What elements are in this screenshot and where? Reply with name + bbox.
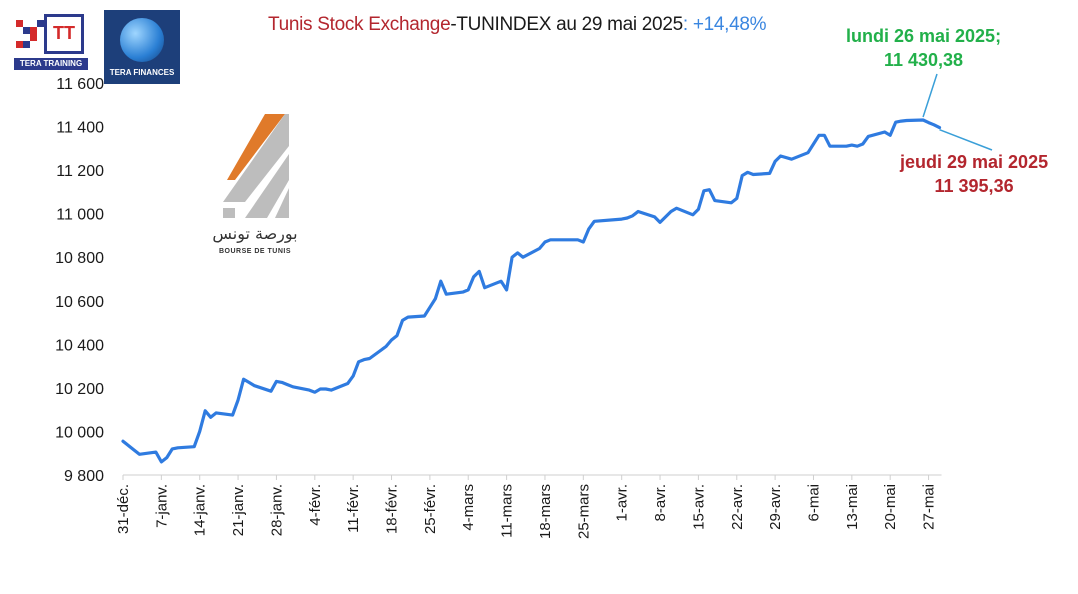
y-tick-label: 11 200 (56, 163, 104, 180)
tt-badge: TT (44, 14, 84, 54)
x-tick-label: 8-avr. (652, 484, 669, 522)
checker-x-icon (16, 20, 44, 48)
tunindex-series-line (121, 118, 942, 464)
y-tick-label: 10 800 (55, 250, 104, 267)
x-tick-label: 7-janv. (153, 484, 170, 528)
y-tick-label: 10 200 (55, 381, 104, 398)
x-tick-label: 6-mai (805, 484, 822, 522)
x-tick-label: 18-mars (537, 484, 554, 539)
bourse-de-tunis-logo: بورصة تونس BOURSE DE TUNIS (205, 110, 305, 260)
x-tick-label: 22-avr. (729, 484, 746, 530)
x-tick-label: 11-mars (499, 484, 516, 538)
last-leader-line (939, 128, 993, 151)
globe-icon (120, 18, 164, 62)
chart-title-part2: -TUNINDEX au 29 mai 2025 (450, 14, 683, 35)
x-tick-label: 28-janv. (268, 484, 285, 536)
tera-finances-caption: TERA FINANCES (109, 68, 175, 77)
y-tick-label: 11 000 (56, 207, 104, 224)
y-tick-label: 10 400 (55, 337, 104, 354)
chart-axes (122, 474, 942, 480)
x-tick-label: 1-avr. (614, 484, 631, 522)
x-tick-label: 25-mars (575, 484, 592, 539)
annotation-leader-lines (922, 73, 993, 151)
bvmt-arabic-name: بورصة تونس (212, 224, 298, 243)
tera-finances-logo: TERA FINANCES (104, 10, 180, 84)
x-tick-label: 29-avr. (767, 484, 784, 530)
bvmt-emblem-icon (223, 114, 289, 218)
x-tick-label: 21-janv. (230, 484, 247, 536)
tera-training-logo: TT TERA TRAINING (14, 12, 92, 72)
y-tick-label: 10 600 (55, 294, 104, 311)
x-tick-label: 13-mai (844, 484, 861, 530)
y-tick-label: 11 400 (56, 120, 104, 137)
x-tick-label: 18-févr. (384, 484, 401, 534)
high-annotation-value: 11 430,38 (883, 50, 964, 70)
high-annotation: lundi 26 mai 2025; 11 430,38 (846, 24, 1001, 72)
bvmt-french-name: BOURSE DE TUNIS (218, 248, 292, 255)
y-tick-label: 10 000 (55, 424, 104, 441)
x-tick-label: 14-janv. (192, 484, 209, 536)
x-tick-label: 27-mai (921, 484, 938, 530)
chart-tick-labels: 9 800 10 000 10 200 10 400 10 600 10 800 11 00… (55, 76, 937, 539)
chart-title: Tunis Stock Exchange-TUNINDEX au 29 mai … (268, 14, 767, 36)
x-tick-label: 15-avr. (690, 484, 707, 530)
x-tick-label: 4-févr. (307, 484, 324, 526)
x-tick-label: 20-mai (882, 484, 899, 530)
chart-title-change: : +14,48% (682, 14, 767, 35)
chart-title-part1: Tunis Stock Exchange (268, 14, 451, 35)
tt-badge-text: TT (53, 23, 75, 43)
chart-series (121, 118, 942, 464)
x-tick-label: 31-déc. (115, 484, 132, 534)
high-annotation-date: lundi 26 mai 2025; (846, 26, 1002, 46)
last-annotation: jeudi 29 mai 2025 11 395,36 (900, 150, 1048, 198)
x-tick-label: 4-mars (460, 484, 477, 531)
x-tick-label: 25-févr. (422, 484, 439, 534)
last-annotation-date: jeudi 29 mai 2025 (900, 152, 1049, 172)
y-tick-label: 9 800 (64, 468, 104, 485)
y-tick-label: 11 600 (56, 76, 104, 93)
high-leader-line (922, 73, 938, 118)
x-tick-label: 11-févr. (345, 484, 362, 533)
tera-training-caption: TERA TRAINING (14, 58, 88, 70)
last-annotation-value: 11 395,36 (934, 176, 1014, 196)
